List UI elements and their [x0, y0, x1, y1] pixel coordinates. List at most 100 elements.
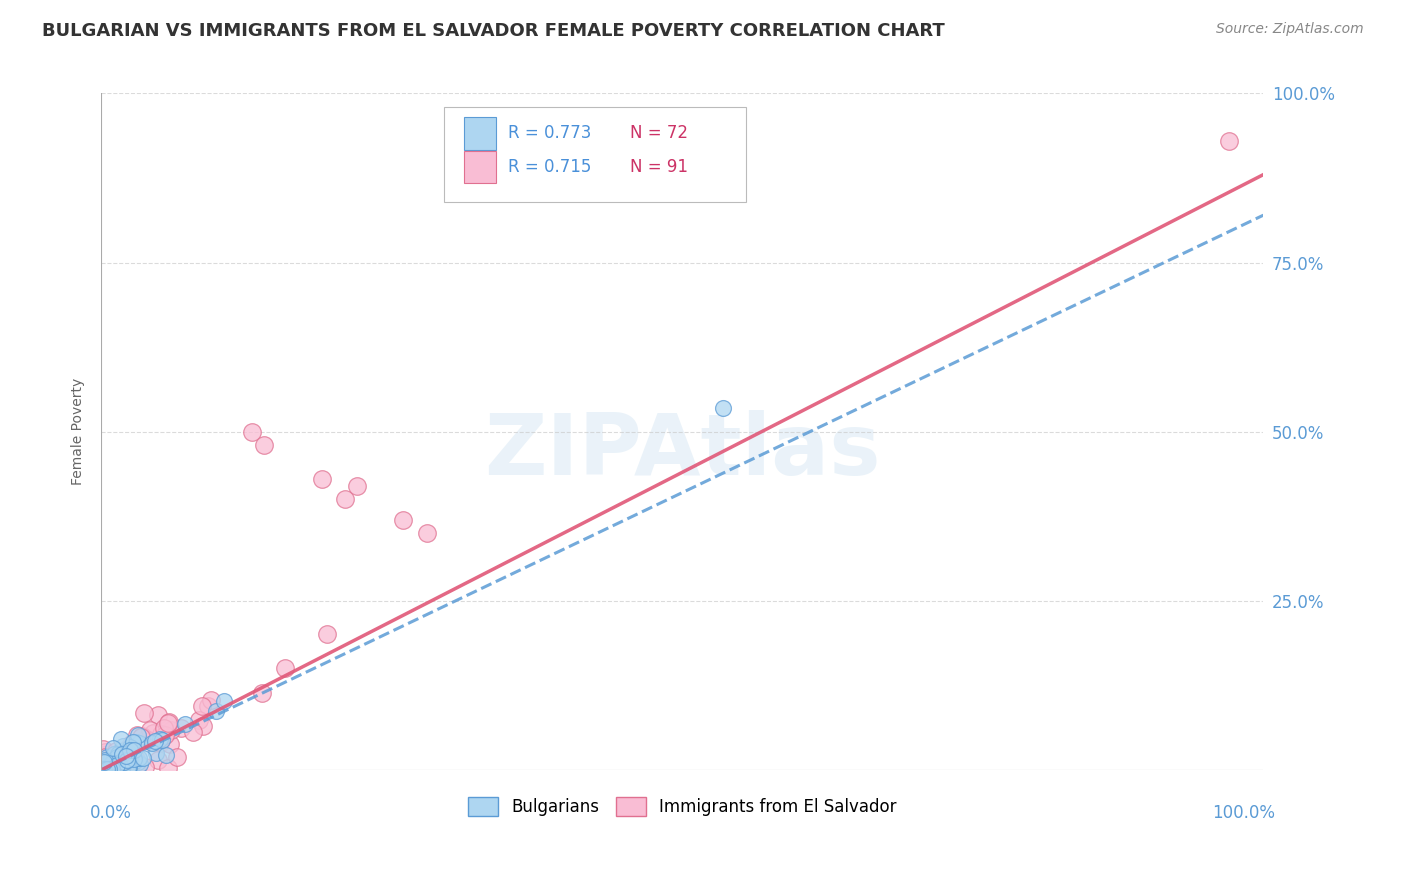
Point — [93, 756, 115, 770]
Point — [274, 661, 297, 675]
Point — [181, 725, 204, 739]
Point — [91, 762, 114, 776]
Point — [96, 762, 118, 776]
Point — [91, 762, 114, 776]
Point — [115, 753, 138, 767]
Text: N = 72: N = 72 — [630, 124, 688, 143]
Point — [111, 756, 134, 771]
Point — [157, 715, 180, 730]
Point — [118, 762, 141, 776]
Point — [191, 698, 214, 713]
Point — [145, 746, 167, 760]
Point — [93, 762, 115, 776]
FancyBboxPatch shape — [444, 107, 747, 202]
Point — [253, 438, 276, 452]
Point — [122, 762, 145, 776]
Point — [711, 401, 734, 415]
Point — [132, 751, 155, 765]
Point — [112, 755, 135, 769]
Point — [197, 699, 219, 714]
Point — [104, 744, 127, 758]
Point — [93, 762, 115, 776]
Point — [191, 719, 214, 733]
Point — [93, 748, 115, 763]
Point — [125, 762, 148, 776]
Point — [160, 723, 183, 738]
Point — [124, 751, 146, 765]
Point — [111, 747, 134, 761]
Point — [98, 762, 121, 776]
Point — [346, 479, 368, 493]
Text: Source: ZipAtlas.com: Source: ZipAtlas.com — [1216, 22, 1364, 37]
Point — [122, 734, 145, 748]
Point — [139, 723, 162, 737]
Point — [94, 750, 117, 764]
Point — [110, 744, 132, 758]
Point — [114, 754, 136, 768]
Point — [124, 738, 146, 752]
Point — [111, 755, 134, 769]
Point — [120, 738, 142, 752]
Point — [131, 729, 153, 743]
Point — [125, 762, 148, 776]
Point — [98, 762, 121, 776]
Point — [101, 754, 124, 768]
Point — [111, 759, 134, 773]
Point — [101, 761, 124, 775]
Point — [114, 751, 136, 765]
Point — [112, 748, 135, 763]
Point — [94, 746, 117, 760]
Point — [105, 757, 128, 772]
Point — [96, 762, 118, 776]
Point — [124, 754, 146, 768]
Text: 100.0%: 100.0% — [1212, 804, 1275, 822]
Point — [315, 627, 337, 641]
Point — [128, 736, 150, 750]
Text: ZIPAtlas: ZIPAtlas — [484, 410, 880, 493]
Point — [107, 758, 129, 772]
Point — [110, 732, 132, 747]
Point — [97, 759, 120, 773]
Point — [149, 731, 172, 746]
Point — [112, 739, 135, 753]
Point — [146, 708, 169, 723]
Point — [96, 762, 118, 776]
Point — [94, 753, 117, 767]
Point — [143, 733, 166, 747]
Point — [311, 472, 333, 486]
Point — [1218, 134, 1240, 148]
Point — [91, 762, 114, 776]
Point — [250, 686, 273, 700]
Point — [101, 762, 124, 776]
Point — [153, 721, 176, 735]
Point — [159, 737, 181, 751]
Point — [200, 693, 222, 707]
Point — [105, 750, 128, 764]
Point — [120, 751, 142, 765]
Point — [150, 733, 173, 747]
Point — [122, 751, 145, 765]
Point — [112, 750, 135, 764]
Point — [118, 746, 141, 760]
Point — [94, 761, 117, 775]
Point — [128, 751, 150, 765]
Point — [105, 752, 128, 766]
Point — [205, 705, 228, 719]
Bar — [464, 117, 496, 150]
Point — [117, 751, 139, 765]
Point — [100, 752, 122, 766]
Point — [100, 756, 122, 771]
Point — [93, 762, 115, 776]
Point — [155, 747, 177, 762]
Point — [114, 762, 136, 776]
Point — [145, 734, 167, 748]
Point — [122, 743, 145, 757]
Text: BULGARIAN VS IMMIGRANTS FROM EL SALVADOR FEMALE POVERTY CORRELATION CHART: BULGARIAN VS IMMIGRANTS FROM EL SALVADOR… — [42, 22, 945, 40]
Point — [125, 728, 148, 742]
Point — [153, 728, 176, 742]
Point — [170, 721, 193, 735]
Point — [96, 762, 118, 776]
Point — [97, 762, 120, 776]
Point — [127, 728, 149, 742]
Point — [104, 762, 127, 776]
